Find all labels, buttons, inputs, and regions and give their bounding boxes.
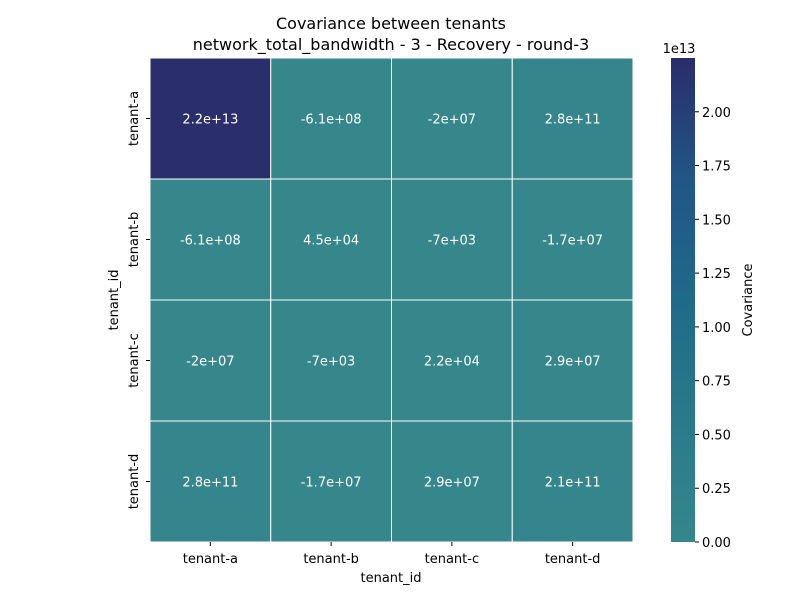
colorbar-ticks: 0.00 0.25 0.50 0.75 1.00 1.25 1.50 1.75 2.00 [695, 106, 731, 551]
colorbar-exponent: 1e13 [663, 42, 696, 57]
cell-value-label: 2.9e+07 [545, 355, 601, 370]
y-tick-label: tenant-b [127, 212, 142, 268]
x-tick-label: tenant-b [303, 552, 359, 567]
chart-title-line2: network_total_bandwidth - 3 - Recovery -… [193, 35, 590, 55]
colorbar-tick-label: 1.00 [702, 321, 731, 336]
heatmap-cell [270, 420, 392, 543]
colorbar-tick-label: 1.25 [702, 267, 731, 282]
x-tick-labels: tenant-a tenant-b tenant-c tenant-d [183, 542, 601, 567]
heatmap-cell [149, 420, 272, 543]
cell-value-label: -6.1e+08 [301, 113, 362, 128]
y-tick-label: tenant-a [127, 91, 142, 146]
cell-value-label: 2.1e+11 [545, 476, 601, 491]
colorbar-tick-label: 0.50 [702, 428, 731, 443]
y-tick-label: tenant-c [127, 333, 142, 387]
x-tick-label: tenant-d [545, 552, 601, 567]
colorbar-tick-label: 1.50 [702, 213, 731, 228]
colorbar-tick-label: 0.00 [702, 536, 731, 551]
cell-value-label: -1.7e+07 [542, 234, 603, 249]
cell-value-label: -7e+03 [307, 355, 355, 370]
colorbar-tick-label: 2.00 [702, 106, 731, 121]
heatmap-cell [149, 57, 272, 180]
colorbar-label: Covariance [741, 264, 756, 337]
chart-title-line1: Covariance between tenants [276, 14, 506, 33]
cell-value-label: -1.7e+07 [301, 476, 362, 491]
heatmap-cell [391, 57, 513, 180]
colorbar [671, 58, 695, 542]
y-tick-labels: tenant-a tenant-b tenant-c tenant-d [127, 91, 150, 509]
heatmap-cell [391, 420, 513, 543]
colorbar-tick-label: 0.25 [702, 482, 731, 497]
cell-value-label: 4.5e+04 [303, 234, 359, 249]
colorbar-tick-label: 1.75 [702, 160, 731, 175]
y-axis-label: tenant_id [107, 269, 122, 330]
cell-value-label: 2.9e+07 [424, 476, 480, 491]
heatmap-cell [149, 178, 272, 301]
cell-value-label: -2e+07 [428, 113, 476, 128]
heatmap-cell [511, 178, 634, 301]
heatmap-cell [511, 57, 634, 180]
colorbar-tick-label: 0.75 [702, 375, 731, 390]
x-tick-label: tenant-c [425, 552, 479, 567]
heatmap-cell [511, 299, 634, 422]
cell-value-label: 2.8e+11 [182, 476, 238, 491]
x-tick-label: tenant-a [183, 552, 238, 567]
cell-value-label: 2.2e+04 [424, 355, 480, 370]
heatmap-cell [270, 178, 392, 301]
cell-value-label: -7e+03 [428, 234, 476, 249]
x-axis-label: tenant_id [360, 571, 421, 586]
heatmap-cell [270, 57, 392, 180]
cell-value-label: -2e+07 [186, 355, 234, 370]
cell-value-label: 2.2e+13 [182, 113, 238, 128]
cell-value-label: -6.1e+08 [180, 234, 241, 249]
heatmap-cell [511, 420, 634, 543]
y-tick-label: tenant-d [127, 454, 142, 510]
cell-value-label: 2.8e+11 [545, 113, 601, 128]
heatmap-cell [270, 299, 392, 422]
heatmap-cells: 2.2e+13 -6.1e+08 -2e+07 2.8e+11 -6.1e+08 4.5e… [149, 57, 634, 543]
